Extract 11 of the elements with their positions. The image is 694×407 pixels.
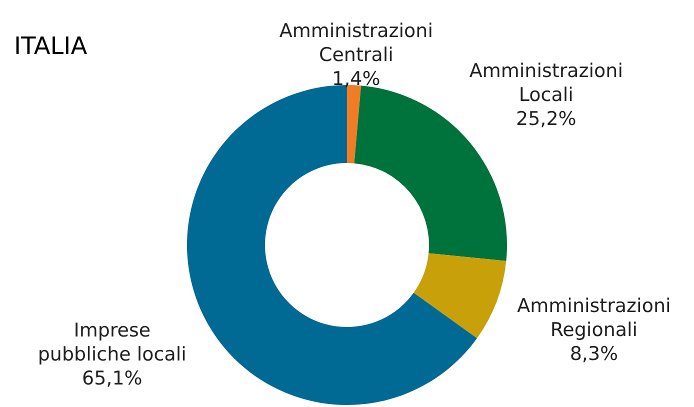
- slice-label: Imprese pubbliche locali: [38, 320, 186, 366]
- donut-slice: [354, 86, 507, 262]
- data-label: 8,3%: [570, 342, 618, 365]
- slice-label: Amministrazioni Locali: [469, 60, 623, 106]
- slice-label: Amministrazioni Centrali: [279, 20, 433, 66]
- data-label: 1,4%: [332, 68, 380, 90]
- data-label: 65,1%: [82, 368, 142, 390]
- data-label: 25,2%: [516, 108, 576, 130]
- chart-title: ITALIA: [14, 32, 88, 60]
- donut-slice: [414, 253, 506, 338]
- slice-label: Amministrazioni Regionali: [517, 294, 671, 341]
